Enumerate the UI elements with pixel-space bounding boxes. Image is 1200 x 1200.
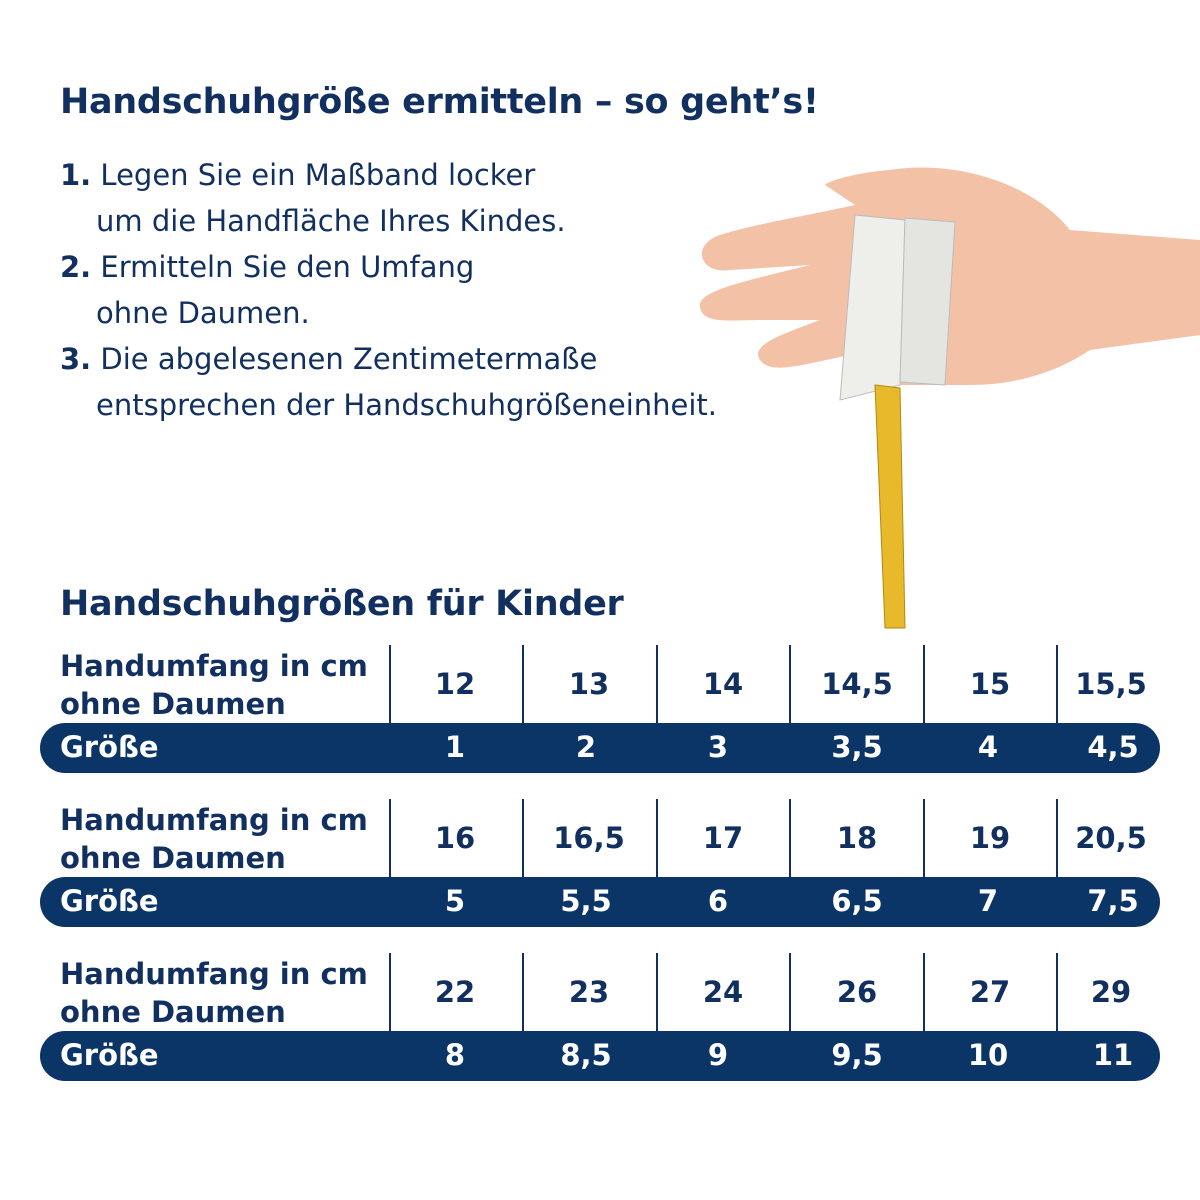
size-table: Handumfang in cm ohne Daumen 16 16,5 17 18 19 2… bbox=[40, 799, 1160, 929]
cm-value: 24 bbox=[702, 975, 744, 1009]
table-title: Handschuhgrößen für Kinder bbox=[60, 584, 624, 624]
size-value: 4,5 bbox=[1087, 730, 1139, 764]
cm-value: 26 bbox=[836, 975, 878, 1009]
step-text: Die abgelesenen Zentimetermaße bbox=[100, 342, 598, 376]
size-value: 9 bbox=[707, 1038, 729, 1072]
cm-value: 16,5 bbox=[553, 821, 625, 855]
size-value: 6 bbox=[707, 884, 729, 918]
size-value: 2 bbox=[575, 730, 597, 764]
size-label: Größe bbox=[60, 730, 159, 764]
step-text: Legen Sie ein Maßband locker bbox=[100, 158, 536, 192]
size-value: 3,5 bbox=[831, 730, 883, 764]
column-divider bbox=[522, 645, 524, 723]
size-value: 6,5 bbox=[831, 884, 883, 918]
instruction-steps: 1. Legen Sie ein Maßband locker um die H… bbox=[60, 152, 717, 428]
size-value: 3 bbox=[707, 730, 729, 764]
cm-row: Handumfang in cm ohne Daumen 22 23 24 26 27 29 bbox=[40, 953, 1160, 1031]
cm-value: 18 bbox=[836, 821, 878, 855]
column-divider bbox=[789, 953, 791, 1031]
column-divider bbox=[656, 953, 658, 1031]
size-value: 7 bbox=[977, 884, 999, 918]
cm-row: Handumfang in cm ohne Daumen 16 16,5 17 18 19 2… bbox=[40, 799, 1160, 877]
step-text: Ermitteln Sie den Umfang bbox=[100, 250, 475, 284]
cm-value: 29 bbox=[1090, 975, 1132, 1009]
column-divider bbox=[923, 799, 925, 877]
cm-value: 17 bbox=[702, 821, 744, 855]
row-label-line: Handumfang in cm bbox=[60, 649, 368, 683]
size-label: Größe bbox=[60, 1038, 159, 1072]
size-value: 9,5 bbox=[831, 1038, 883, 1072]
column-divider bbox=[1056, 645, 1058, 723]
step-text: entsprechen der Handschuhgrößeneinheit. bbox=[96, 388, 718, 422]
column-divider bbox=[522, 953, 524, 1031]
column-divider bbox=[923, 953, 925, 1031]
row-label: Handumfang in cm ohne Daumen bbox=[60, 955, 368, 1031]
cm-value: 16 bbox=[434, 821, 476, 855]
cm-value: 23 bbox=[568, 975, 610, 1009]
size-label: Größe bbox=[60, 884, 159, 918]
size-row: Größe 1 2 3 3,5 4 4,5 bbox=[40, 723, 1160, 773]
size-row: Größe 5 5,5 6 6,5 7 7,5 bbox=[40, 877, 1160, 927]
row-label-line: ohne Daumen bbox=[60, 687, 286, 721]
cm-value: 15,5 bbox=[1075, 667, 1147, 701]
row-label-line: ohne Daumen bbox=[60, 841, 286, 875]
cm-row: Handumfang in cm ohne Daumen 12 13 14 14,5 15 1… bbox=[40, 645, 1160, 723]
column-divider bbox=[389, 953, 391, 1031]
step-text: um die Handfläche Ihres Kindes. bbox=[96, 204, 566, 238]
row-label: Handumfang in cm ohne Daumen bbox=[60, 647, 368, 723]
row-label-line: Handumfang in cm bbox=[60, 957, 368, 991]
size-table: Handumfang in cm ohne Daumen 22 23 24 26 27 29 G… bbox=[40, 953, 1160, 1083]
cm-value: 27 bbox=[969, 975, 1011, 1009]
size-value: 5,5 bbox=[560, 884, 612, 918]
column-divider bbox=[389, 645, 391, 723]
size-value: 4 bbox=[977, 730, 999, 764]
column-divider bbox=[923, 645, 925, 723]
column-divider bbox=[656, 645, 658, 723]
size-value: 8 bbox=[444, 1038, 466, 1072]
column-divider bbox=[1056, 953, 1058, 1031]
size-value: 10 bbox=[967, 1038, 1009, 1072]
row-label-line: ohne Daumen bbox=[60, 995, 286, 1029]
step-number: 2. bbox=[60, 250, 92, 284]
tape-yellow bbox=[874, 384, 906, 629]
size-value: 1 bbox=[444, 730, 466, 764]
size-table: Handumfang in cm ohne Daumen 12 13 14 14,5 15 1… bbox=[40, 645, 1160, 775]
column-divider bbox=[789, 645, 791, 723]
row-label-line: Handumfang in cm bbox=[60, 803, 368, 837]
page-title: Handschuhgröße ermitteln – so geht’s! bbox=[60, 82, 819, 122]
step-number: 1. bbox=[60, 158, 92, 192]
step-text: ohne Daumen. bbox=[96, 296, 310, 330]
cm-value: 15 bbox=[969, 667, 1011, 701]
cm-value: 19 bbox=[969, 821, 1011, 855]
cm-value: 13 bbox=[568, 667, 610, 701]
size-value: 8,5 bbox=[560, 1038, 612, 1072]
cm-value: 22 bbox=[434, 975, 476, 1009]
cm-value: 14 bbox=[702, 667, 744, 701]
column-divider bbox=[1056, 799, 1058, 877]
size-row: Größe 8 8,5 9 9,5 10 11 bbox=[40, 1031, 1160, 1081]
column-divider bbox=[389, 799, 391, 877]
size-value: 7,5 bbox=[1087, 884, 1139, 918]
size-value: 5 bbox=[444, 884, 466, 918]
step-3: 3. Die abgelesenen Zentimetermaße entspr… bbox=[60, 336, 717, 428]
cm-value: 14,5 bbox=[821, 667, 893, 701]
tape-white-front bbox=[839, 214, 906, 401]
column-divider bbox=[522, 799, 524, 877]
cm-value: 12 bbox=[434, 667, 476, 701]
tape-white-back bbox=[899, 217, 956, 386]
step-1: 1. Legen Sie ein Maßband locker um die H… bbox=[60, 152, 717, 244]
hand-with-measuring-tape-image bbox=[700, 167, 1200, 629]
cm-value: 20,5 bbox=[1075, 821, 1147, 855]
size-value: 11 bbox=[1092, 1038, 1134, 1072]
step-number: 3. bbox=[60, 342, 92, 376]
column-divider bbox=[656, 799, 658, 877]
column-divider bbox=[789, 799, 791, 877]
step-2: 2. Ermitteln Sie den Umfang ohne Daumen. bbox=[60, 244, 717, 336]
row-label: Handumfang in cm ohne Daumen bbox=[60, 801, 368, 877]
